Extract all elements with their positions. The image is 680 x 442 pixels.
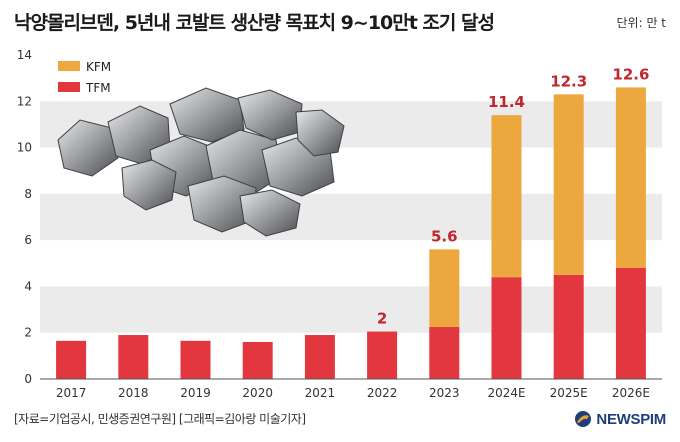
y-tick-label: 0 — [24, 372, 32, 386]
y-tick-label: 4 — [24, 279, 32, 293]
bar-tfm — [242, 341, 273, 379]
legend-label-kfm: KFM — [86, 60, 111, 74]
y-tick-label: 8 — [24, 187, 32, 201]
data-label: 5.6 — [431, 227, 458, 245]
bar-kfm — [491, 115, 522, 278]
x-tick-label: 2025E — [550, 386, 588, 400]
bar-tfm — [304, 335, 335, 379]
y-tick-label: 10 — [17, 141, 32, 155]
x-tick-label: 2018 — [118, 386, 149, 400]
ore-chunk — [295, 109, 345, 157]
bar-kfm — [615, 87, 646, 268]
bar-kfm — [553, 94, 584, 275]
bar-tfm — [491, 277, 522, 379]
legend-label-tfm: TFM — [85, 81, 111, 95]
legend: KFM TFM — [58, 60, 111, 95]
bar-tfm — [429, 326, 460, 379]
x-tick-label: 2024E — [487, 386, 525, 400]
metal-ore-chunks-icon — [57, 87, 345, 237]
bar-tfm — [118, 335, 149, 379]
data-label: 2 — [377, 310, 387, 328]
axis: 0 2 4 6 8 10 12 14 2017 2018 2019 2020 2021 2022 2023 2… — [17, 48, 662, 400]
data-label: 12.3 — [550, 72, 587, 90]
bar-tfm — [56, 340, 87, 379]
y-tick-label: 6 — [24, 233, 32, 247]
bar-tfm — [180, 340, 211, 379]
bars: 2 5.6 11.4 12.3 12.6 — [56, 65, 649, 379]
data-label: 11.4 — [488, 93, 525, 111]
ore-chunk — [57, 119, 119, 177]
page-title: 낙양몰리브덴, 5년내 코발트 생산량 목표치 9~10만t 조기 달성 — [14, 12, 495, 34]
x-tick-label: 2023 — [429, 386, 460, 400]
y-tick-label: 2 — [24, 326, 32, 340]
y-tick-label: 14 — [17, 48, 32, 62]
x-tick-label: 2022 — [367, 386, 398, 400]
bar-tfm — [615, 267, 646, 379]
ore-chunk — [239, 189, 301, 237]
ore-chunk — [169, 87, 245, 143]
x-tick-label: 2021 — [305, 386, 336, 400]
newspim-logo-icon — [575, 411, 592, 427]
ore-chunk — [121, 159, 177, 211]
bar-kfm — [429, 249, 460, 327]
legend-swatch-tfm — [58, 82, 80, 92]
newspim-logo[interactable]: NEWSPIM — [574, 409, 666, 429]
x-tick-label: 2019 — [180, 386, 211, 400]
data-label: 12.6 — [612, 65, 649, 83]
x-tick-label: 2020 — [242, 386, 273, 400]
bar-tfm — [367, 331, 398, 379]
y-tick-label: 12 — [17, 94, 32, 108]
source-credit: [자료=기업공시, 민생증권연구원] [그래픽=김아랑 미술기자] — [14, 412, 306, 426]
bar-tfm — [553, 274, 584, 379]
unit-label: 단위: 만 t — [616, 16, 667, 30]
legend-swatch-kfm — [58, 61, 80, 71]
x-tick-label: 2026E — [612, 386, 650, 400]
newspim-logo-text: NEWSPIM — [596, 410, 666, 428]
x-tick-label: 2017 — [56, 386, 87, 400]
